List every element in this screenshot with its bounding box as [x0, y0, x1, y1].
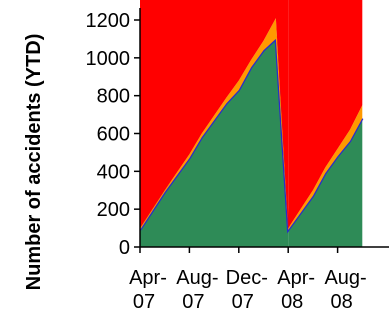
area-series-2-segment-1 — [288, 0, 363, 229]
x-tick-label-line2-2: 07 — [232, 291, 254, 313]
x-tick-label-line1-0: Apr- — [129, 267, 167, 289]
x-tick-label-line2-1: 07 — [182, 291, 204, 313]
x-tick-label-line2-3: 08 — [281, 291, 303, 313]
y-tick-label-600: 600 — [97, 124, 130, 146]
axes — [134, 8, 389, 253]
plot-areas — [140, 0, 364, 247]
y-tick-label-200: 200 — [97, 199, 130, 221]
y-tick-label-1200: 1200 — [86, 10, 131, 32]
y-tick-label-400: 400 — [97, 161, 130, 183]
area-series-0-segment-0 — [140, 38, 289, 247]
y-tick-label-800: 800 — [97, 86, 130, 108]
area-series-2-segment-0 — [140, 0, 289, 229]
x-tick-label-line1-3: Apr- — [277, 267, 315, 289]
labels: 020040060080010001200Apr-07Aug-07Dec-07A… — [23, 10, 367, 313]
y-tick-label-1000: 1000 — [86, 48, 131, 70]
y-axis-title: Number of accidents (YTD) — [23, 34, 45, 291]
x-tick-label-line2-0: 07 — [133, 291, 155, 313]
x-tick-label-line1-4: Aug- — [324, 267, 366, 289]
y-tick-label-0: 0 — [119, 237, 130, 259]
area-series-1-segment-0 — [140, 18, 289, 230]
x-tick-label-line1-1: Aug- — [176, 267, 218, 289]
x-tick-label-line1-2: Dec- — [226, 267, 268, 289]
x-tick-label-line2-4: 08 — [330, 291, 352, 313]
